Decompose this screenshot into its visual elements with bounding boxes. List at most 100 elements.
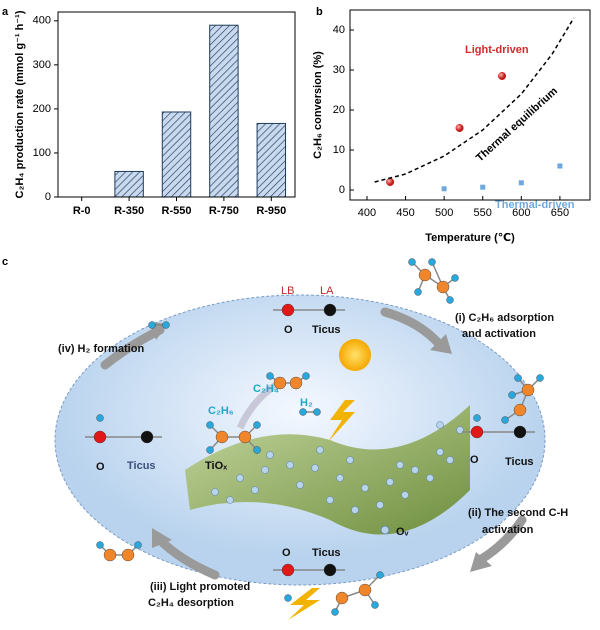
vacancy-dot [236,474,244,482]
vacancy-dots [211,421,464,514]
diagram-label: H₂ [300,397,313,409]
vacancy-dot [296,481,304,489]
atom [313,408,321,416]
diagram-label: Ticus [127,460,156,472]
atom [134,541,142,549]
point [497,71,507,81]
atom [103,548,117,562]
atom [446,296,454,304]
vacancy-dot [361,484,369,492]
atom [428,258,436,266]
panel-label: c [2,256,8,268]
vacancy-dot [266,451,274,459]
atom [253,446,261,454]
diagram-label: TiOₓ [205,460,228,472]
diagram-label: O [282,547,291,559]
vacancy-dot [456,426,464,434]
vacancy-dot [386,478,394,486]
atom [473,414,481,422]
plot-frame [349,9,591,201]
vacancy-dot [351,506,359,514]
atom [436,280,450,294]
vacancy-dot [251,486,259,494]
point [480,184,486,190]
atom [238,430,252,444]
atom [148,321,156,329]
atom [289,376,303,390]
diagram-label: C₂H₄ desorption [148,597,234,609]
atom [273,376,287,390]
atom [470,425,484,439]
vacancy-dot [286,461,294,469]
point [518,180,524,186]
y-tick-label: 40 [333,24,345,36]
atom [121,548,135,562]
vacancy-dot [376,501,384,509]
atom [521,383,535,397]
diagram-label: Oᵥ [396,526,410,538]
vacancy-dot [316,446,324,454]
sun [339,339,371,371]
atom [536,374,544,382]
y-tick-label: 100 [33,147,51,159]
lightning [328,400,355,442]
bar [209,24,239,198]
atom [140,430,154,444]
vacancy-dot [396,461,404,469]
vacancy-dot [436,448,444,456]
atom [96,541,104,549]
vacancy-dot [226,496,234,504]
point [557,163,563,169]
y-tick-label: 0 [45,191,51,203]
vacancy-dot [426,474,434,482]
diagram-label: (iii) Light promoted [150,581,250,593]
atom [302,372,310,380]
atom [513,425,527,439]
y-tick-label: 400 [33,15,51,27]
atom [514,374,522,382]
atom [451,274,459,282]
vacancy-dot [211,488,219,496]
atom [376,571,384,579]
point [386,177,395,187]
mechanism-diagram: c LB LA O Ticus (i) C₂H₆ adsorption and activa… [2,256,568,620]
atom [299,408,307,416]
atom [323,563,337,577]
x-tick-label: R-350 [114,205,144,217]
y-tick-label: 20 [333,104,345,116]
y-tick-label: 10 [333,144,345,156]
equilibrium-line [374,17,575,183]
atom [501,416,509,424]
bar [114,170,144,198]
atoms [85,258,544,616]
diagram-label: (ii) The second C-H [468,507,568,519]
y-tick-label: 0 [339,184,345,196]
x-tick-label: 450 [396,207,414,219]
x-tick-label: 500 [435,207,453,219]
point [441,186,447,192]
atom [162,321,170,329]
bar [161,111,192,198]
atom [513,403,527,417]
atom [284,594,292,602]
y-axis-label: C₂H₄ production rate (mmol g⁻¹ h⁻¹) [14,10,26,198]
x-tick-label: R-0 [73,205,91,217]
bar [256,122,287,198]
y-tick-label: 200 [33,103,51,115]
atom [206,446,214,454]
atom [323,303,337,317]
vacancy-legend [380,525,390,535]
diagram-label: Ticus [312,547,341,559]
diagram-label: C₂H₆ [208,405,234,417]
x-axis-label: Temperature (℃) [425,232,515,244]
point [455,123,464,133]
diagram-label: Ticus [312,324,341,336]
lightning [288,588,320,620]
diagram-label: and activation [462,328,536,340]
atom [414,288,422,296]
atom [266,372,274,380]
atom [206,421,214,429]
x-tick-label: 550 [474,207,492,219]
diagram-label: (iv) H₂ formation [58,343,144,355]
